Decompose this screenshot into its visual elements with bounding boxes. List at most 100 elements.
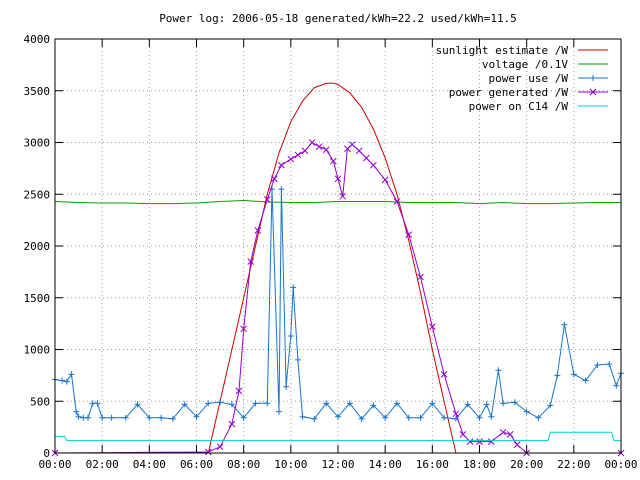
x-tick-label: 00:00 bbox=[604, 458, 637, 471]
data-point bbox=[355, 147, 363, 155]
axis-ticks: 0 500 1000 1500 2000 2500 3000 3500 4000 00:00 02:… bbox=[24, 33, 638, 471]
data-point bbox=[346, 400, 353, 407]
data-point bbox=[500, 400, 507, 407]
data-point bbox=[270, 175, 278, 183]
data-point bbox=[193, 413, 200, 420]
data-point bbox=[459, 431, 467, 438]
series-sunlight-estimate-w bbox=[207, 82, 457, 454]
data-point bbox=[487, 438, 495, 445]
legend-label: sunlight estimate /W bbox=[436, 44, 569, 57]
legend-label: power on C14 /W bbox=[469, 100, 569, 113]
data-point bbox=[594, 362, 601, 369]
data-point bbox=[323, 400, 330, 407]
data-point bbox=[613, 382, 620, 389]
x-tick-label: 10:00 bbox=[274, 458, 307, 471]
series-voltage-0-1v bbox=[54, 199, 621, 205]
data-point bbox=[393, 400, 400, 407]
x-tick-label: 16:00 bbox=[416, 458, 449, 471]
legend-marker bbox=[589, 88, 597, 96]
series-line bbox=[54, 189, 622, 420]
data-point bbox=[370, 161, 377, 169]
data-point bbox=[294, 356, 301, 363]
data-point bbox=[513, 441, 521, 449]
data-point bbox=[301, 147, 309, 155]
data-point bbox=[205, 400, 212, 407]
y-tick-label: 2000 bbox=[24, 240, 51, 253]
plot-series bbox=[51, 82, 625, 457]
data-point bbox=[348, 141, 356, 148]
legend-label: power generated /W bbox=[449, 86, 569, 99]
y-tick-label: 500 bbox=[30, 395, 50, 408]
data-point bbox=[75, 413, 82, 420]
data-point bbox=[294, 151, 302, 159]
x-tick-label: 12:00 bbox=[321, 458, 354, 471]
data-point bbox=[85, 414, 92, 421]
data-point bbox=[287, 333, 294, 340]
data-point bbox=[217, 399, 224, 406]
data-point bbox=[464, 401, 471, 408]
data-point bbox=[582, 377, 589, 384]
data-point bbox=[299, 413, 306, 420]
data-point bbox=[405, 414, 412, 421]
data-point bbox=[322, 146, 330, 154]
data-point bbox=[311, 415, 318, 422]
x-tick-label: 04:00 bbox=[133, 458, 166, 471]
data-point bbox=[134, 401, 141, 408]
data-point bbox=[441, 414, 448, 421]
data-point bbox=[495, 367, 502, 374]
data-point bbox=[381, 176, 389, 184]
data-point bbox=[339, 192, 347, 200]
chart-title: Power log: 2006-05-18 generated/kWh=22.2… bbox=[159, 12, 517, 25]
data-point bbox=[488, 413, 495, 420]
data-point bbox=[499, 428, 507, 436]
data-point bbox=[466, 438, 474, 445]
data-point bbox=[240, 325, 248, 333]
data-point bbox=[228, 401, 235, 408]
data-point bbox=[570, 371, 577, 378]
data-point bbox=[308, 139, 316, 146]
data-point bbox=[429, 400, 436, 407]
legend-label: power use /W bbox=[489, 72, 569, 85]
y-tick-label: 3000 bbox=[24, 137, 51, 150]
x-tick-label: 18:00 bbox=[463, 458, 496, 471]
series-power-on-c14-w bbox=[55, 431, 621, 442]
data-point bbox=[283, 383, 290, 390]
data-point bbox=[393, 198, 401, 205]
data-point bbox=[276, 408, 283, 415]
data-point bbox=[506, 431, 514, 438]
x-tick-label: 14:00 bbox=[369, 458, 402, 471]
data-point bbox=[417, 414, 424, 421]
data-point bbox=[452, 410, 460, 418]
data-point bbox=[146, 414, 153, 421]
series-power-generated-w bbox=[51, 139, 625, 457]
data-point bbox=[263, 196, 271, 203]
data-point bbox=[335, 413, 341, 420]
data-point bbox=[370, 402, 377, 409]
data-point bbox=[382, 414, 389, 421]
data-point bbox=[362, 154, 370, 162]
x-tick-label: 08:00 bbox=[227, 458, 260, 471]
data-point bbox=[329, 157, 337, 165]
x-tick-label: 00:00 bbox=[38, 458, 71, 471]
data-point bbox=[535, 414, 542, 421]
legend-label: voltage /0.1V bbox=[482, 58, 568, 71]
series-line bbox=[207, 82, 457, 454]
series-line bbox=[55, 431, 621, 442]
data-point bbox=[483, 401, 490, 408]
x-tick-label: 06:00 bbox=[180, 458, 213, 471]
x-tick-label: 20:00 bbox=[510, 458, 543, 471]
data-point bbox=[523, 408, 530, 415]
data-point bbox=[547, 402, 554, 409]
data-point bbox=[68, 371, 75, 378]
data-point bbox=[417, 273, 424, 281]
data-point bbox=[334, 175, 342, 183]
y-tick-label: 4000 bbox=[24, 33, 51, 46]
y-tick-label: 1500 bbox=[24, 292, 51, 305]
data-point bbox=[358, 415, 365, 422]
y-tick-label: 0 bbox=[43, 447, 50, 460]
y-tick-label: 1000 bbox=[24, 344, 51, 357]
series-power-use-w bbox=[52, 186, 624, 422]
data-point bbox=[264, 400, 271, 407]
